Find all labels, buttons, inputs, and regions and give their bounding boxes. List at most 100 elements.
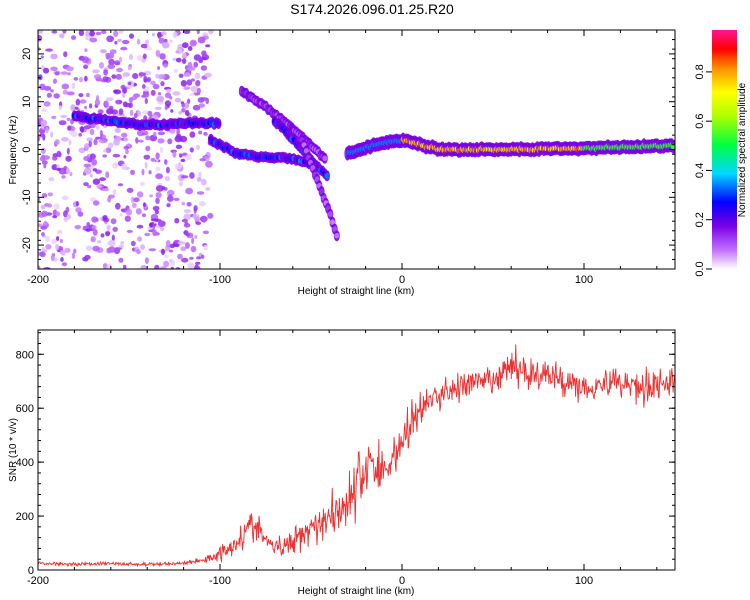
spectrogram-cell — [102, 263, 108, 269]
spectrogram-cell — [178, 181, 184, 187]
spectrogram-cell — [154, 264, 160, 269]
spectrogram-cell — [177, 253, 183, 260]
spectrogram-cell — [91, 216, 98, 223]
spectrogram-cell — [204, 72, 212, 78]
spectrogram-cell — [174, 97, 182, 103]
spectrogram-cell — [178, 153, 183, 158]
spectrogram-cell — [330, 219, 335, 225]
spectrogram-cell — [50, 53, 58, 60]
spectrogram-cell — [198, 130, 203, 135]
spectrogram-cell — [38, 197, 41, 203]
spectrogram-cell — [163, 38, 168, 43]
spectrogram-cell — [144, 39, 150, 45]
spectrogram-cell — [40, 204, 46, 210]
spectrogram-cell — [154, 106, 162, 110]
spectrogram-cell — [202, 217, 206, 223]
spectrogram-cell — [61, 262, 68, 267]
spectrogram-cell — [41, 232, 45, 237]
spectrogram-cell — [67, 125, 72, 131]
spectrogram-cell — [124, 215, 131, 222]
spectrogram-cell — [51, 115, 57, 120]
spectrogram-cell — [186, 202, 192, 207]
spectrogram-cell — [181, 102, 185, 108]
spectrogram-cell — [182, 152, 188, 156]
spectrogram-cell — [83, 125, 92, 130]
spectrogram-cell — [119, 213, 123, 217]
spectrogram-cell — [70, 104, 76, 112]
spectrogram-y-tick-label: 0 — [21, 146, 33, 152]
spectrogram-cell — [155, 173, 164, 180]
spectrogram-cell — [196, 191, 205, 195]
spectrogram-cell — [140, 43, 149, 49]
spectrogram-descending-branch-2 — [238, 85, 328, 164]
snr-y-tick-label: 800 — [16, 349, 34, 361]
spectrogram-cell — [50, 66, 58, 72]
spectrogram-cell — [89, 37, 98, 43]
spectrogram-cell — [205, 44, 211, 48]
spectrogram-cell — [141, 94, 147, 98]
spectrogram-cell — [79, 126, 85, 133]
spectrogram-cell — [112, 162, 119, 169]
spectrogram-x-tick-label: 100 — [575, 274, 593, 286]
spectrogram-cell — [142, 53, 147, 60]
spectrogram-cell — [138, 72, 147, 77]
spectrogram-cell — [203, 244, 209, 251]
spectrogram-xlabel: Height of straight line (km) — [298, 286, 415, 297]
spectrogram-cell — [43, 85, 52, 91]
spectrogram-cell — [88, 30, 95, 37]
spectrogram-cell — [126, 229, 133, 233]
spectrogram-cell — [161, 41, 170, 49]
spectrogram-cell — [155, 152, 160, 160]
spectrogram-cell — [205, 97, 210, 105]
spectrogram-cell — [183, 223, 191, 228]
snr-panel: -200 -100 0 100 0 200 400 600 800 Height of stra… — [8, 329, 676, 597]
spectrogram-cell — [118, 244, 125, 248]
spectrogram-cell — [54, 139, 60, 145]
spectrogram-cell — [71, 252, 76, 259]
spectrogram-cell — [155, 73, 160, 79]
spectrogram-cell — [200, 65, 208, 71]
spectrogram-cell — [319, 188, 325, 195]
spectrogram-cell — [59, 249, 66, 256]
spectrogram-cell — [186, 79, 193, 86]
spectrogram-cell — [144, 97, 148, 105]
spectrogram-cell — [134, 112, 138, 119]
snr-x-tick-label: 100 — [575, 575, 593, 587]
spectrogram-cell — [99, 130, 103, 137]
spectrogram-cell — [66, 213, 72, 220]
spectrogram-main-trace — [344, 132, 675, 161]
spectrogram-cell — [334, 232, 340, 239]
spectrogram-cell — [152, 83, 160, 90]
spectrogram-cell — [84, 105, 88, 110]
spectrogram-cell — [152, 32, 155, 37]
spectrogram-cell — [175, 133, 182, 140]
spectrogram-cell — [178, 73, 184, 79]
spectrogram-cell — [135, 137, 139, 144]
spectrogram-y-tick-label: -10 — [21, 189, 33, 205]
spectrogram-ylabel: Frequency (Hz) — [8, 116, 19, 185]
colorbar-gradient — [712, 30, 737, 269]
spectrogram-cell — [91, 225, 97, 230]
spectrogram-cell — [161, 248, 165, 255]
spectrogram-cell — [83, 65, 88, 69]
spectrogram-cell — [78, 30, 85, 36]
spectrogram-cell — [196, 256, 202, 260]
spectrogram-cell — [141, 213, 147, 218]
spectrogram-cell — [63, 51, 68, 58]
spectrogram-cell — [120, 241, 125, 245]
spectrogram-cell — [123, 155, 127, 159]
spectrogram-descending-branch-1 — [207, 133, 313, 170]
spectrogram-cell — [75, 200, 79, 207]
spectrogram-cell — [83, 167, 92, 175]
spectrogram-cell — [89, 173, 93, 178]
spectrogram-cell — [145, 145, 151, 152]
spectrogram-marks — [38, 30, 675, 269]
spectrogram-cell — [122, 264, 127, 269]
spectrogram-cell — [154, 209, 159, 215]
spectrogram-cell — [303, 148, 309, 154]
spectrogram-cell — [142, 202, 146, 208]
spectrogram-cell — [125, 208, 133, 216]
spectrogram-cell — [208, 30, 214, 35]
